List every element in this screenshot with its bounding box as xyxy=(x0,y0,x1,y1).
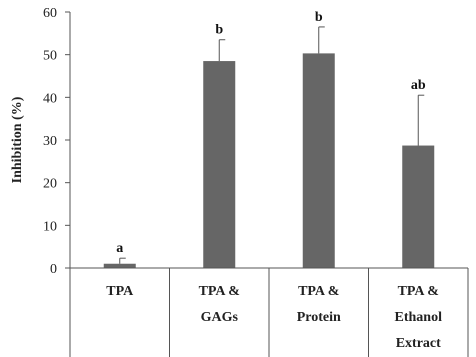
bar xyxy=(402,145,435,268)
y-tick-label: 0 xyxy=(50,262,57,277)
y-tick-label: 40 xyxy=(43,91,57,106)
significance-label: ab xyxy=(411,78,426,93)
y-tick-label: 60 xyxy=(43,6,57,21)
significance-label: a xyxy=(116,241,123,256)
category-label: Extract xyxy=(396,336,441,351)
bar xyxy=(302,53,335,269)
category-label: GAGs xyxy=(201,310,239,325)
y-tick-label: 50 xyxy=(43,49,57,64)
y-axis-label: Inhibition (%) xyxy=(10,96,25,183)
significance-label: b xyxy=(315,10,323,25)
y-tick-label: 10 xyxy=(43,219,57,234)
x-axis-categories: TPA TPA & GAGs TPA & Protein TPA & Ethanol Extr… xyxy=(69,267,469,357)
category-label: TPA xyxy=(106,284,134,299)
category-label: TPA & xyxy=(298,284,339,299)
category-label: TPA & xyxy=(199,284,240,299)
bar xyxy=(103,263,136,268)
y-tick-label: 20 xyxy=(43,177,57,192)
significance-label: b xyxy=(215,23,223,38)
category-label: Ethanol xyxy=(395,310,443,325)
y-tick-label: 30 xyxy=(43,134,57,149)
category-label: TPA & xyxy=(398,284,439,299)
y-axis: 0 10 20 30 40 50 60 xyxy=(43,6,71,277)
bar xyxy=(203,61,236,268)
category-label: Protein xyxy=(297,310,341,325)
